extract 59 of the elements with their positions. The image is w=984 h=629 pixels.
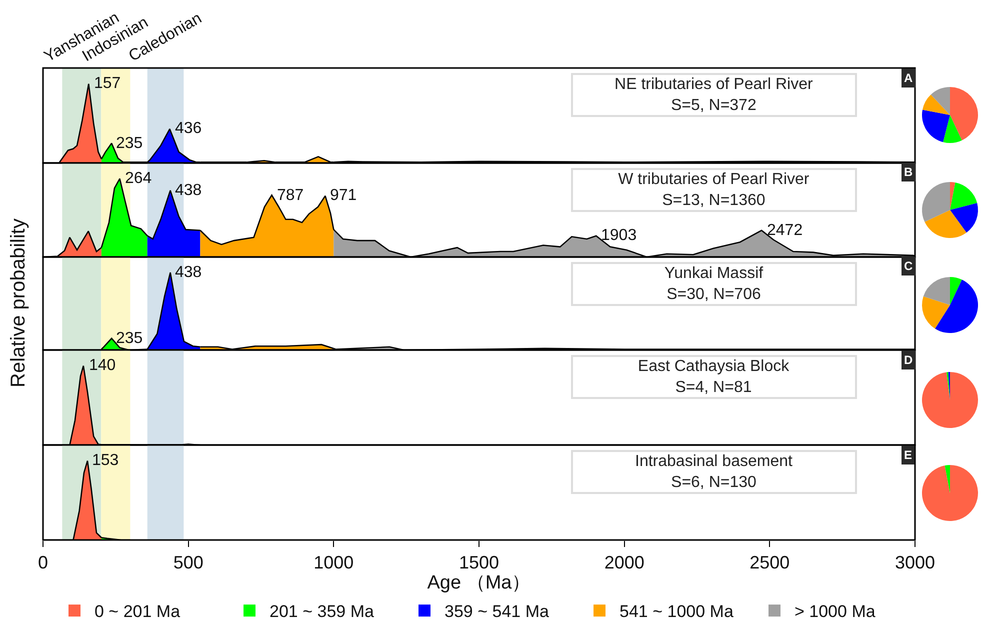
x-tick-label: 0 [38,552,48,573]
chart-title: NE tributaries of Pearl River [614,76,814,93]
annotation: 264 [125,170,152,187]
pie-slice [930,87,950,115]
annotation: 436 [175,120,202,137]
pie-slice [950,87,978,140]
pie-slice [950,277,962,305]
annotation: 235 [116,330,143,347]
annotation: D [904,353,913,367]
annotation: 1903 [601,227,637,244]
pie-slice [923,277,950,305]
annotation: 2472 [767,222,803,239]
x-tick-label: 2500 [750,552,790,573]
pie-slice [950,182,978,210]
pie-slice [943,115,962,143]
annotation: 157 [94,75,121,92]
pie-slice [950,182,956,210]
x-tick-label: 500 [173,552,204,573]
annotation: 438 [175,182,202,199]
pie-slice [922,110,950,142]
pie-slice [922,94,950,115]
x-tick-label: 2000 [604,552,644,573]
annotation: E [904,448,912,462]
x-tick-label: 3000 [894,552,936,573]
x-tick-label: 1500 [458,552,500,573]
x-axis-title: Age （Ma） [427,572,531,594]
pie-slice [922,182,950,222]
legend-label: > 1000 Ma [794,602,876,622]
annotation: A [904,71,913,85]
pie-slice [950,203,978,233]
annotation: 140 [89,357,116,374]
text: S=4, N=81 [675,378,752,396]
annotation: 971 [330,187,357,204]
legend-label: 359 ~ 541 Ma [444,602,550,622]
chart-title: East Cathaysia Block [638,358,790,375]
x-tick-label: 1000 [314,552,354,573]
legend-label: 0 ~ 201 Ma [94,602,181,622]
pie-slice [922,296,950,329]
legend-label: 541 ~ 1000 Ma [620,602,734,622]
chart-title: Yunkai Massif [664,265,764,282]
annotation: 153 [92,452,119,469]
pie-slice [934,280,978,333]
chart-title: Intrabasinal basement [635,453,793,470]
chart-title: W tributaries of Pearl River [618,171,810,188]
annotation: C [904,259,913,273]
legend-label: 201 ~ 359 Ma [270,602,374,622]
annotation: 235 [116,135,143,152]
text: S=13, N=1360 [662,192,766,209]
y-axis-title: Relative probability [8,218,30,388]
pie-slice [924,210,966,238]
annotation: 787 [277,187,304,204]
text: S=6, N=130 [671,474,757,491]
text: S=30, N=706 [666,286,761,303]
pie-slice [922,465,978,521]
annotation: 438 [175,264,202,281]
annotation: B [904,165,913,179]
pie-slice [944,465,950,493]
text: S=5, N=372 [670,96,756,114]
pie-slice [922,372,978,428]
